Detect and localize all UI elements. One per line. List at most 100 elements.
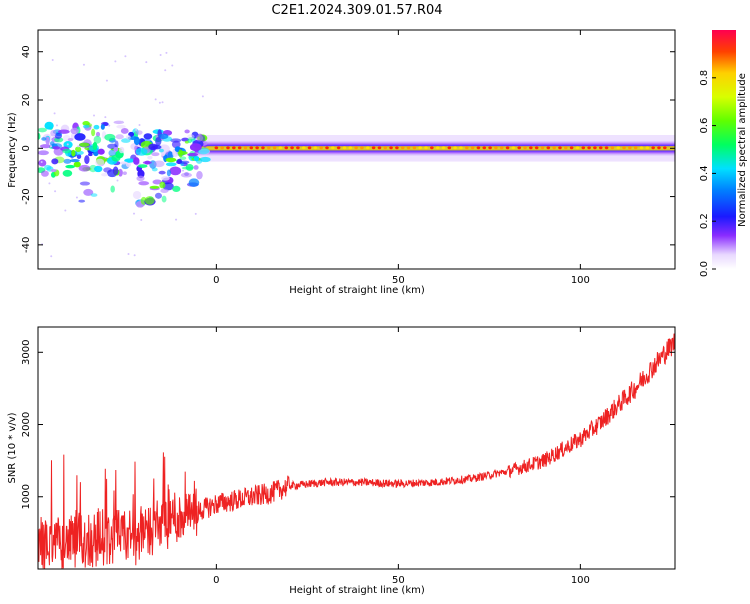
scatter-blob [69, 159, 80, 163]
scatter-blob [93, 124, 100, 130]
scatter-blob [155, 136, 162, 146]
band-peak [494, 146, 498, 150]
scatter-blob [83, 188, 94, 196]
band-peak [564, 146, 568, 150]
spectrogram-ylabel: Frequency (Hz) [7, 112, 18, 188]
scatter-blob [144, 160, 151, 165]
scatter-blob [101, 172, 109, 177]
noise-dot [164, 69, 167, 72]
band-peak [622, 146, 626, 150]
band-peak [296, 146, 300, 150]
scatter-blob [74, 133, 86, 141]
band-peak [255, 146, 259, 150]
spectrogram-xlabel: Height of straight line (km) [289, 285, 425, 296]
spectrogram-ytick-label: -20 [21, 188, 32, 204]
spectrogram-xtick-label: 50 [392, 275, 405, 286]
snr-xtick-label: 50 [392, 575, 405, 586]
scatter-blob [91, 128, 96, 137]
scatter-blob [73, 161, 81, 168]
band-peak [476, 146, 481, 150]
spectrogram-ytick-label: 0 [21, 145, 32, 151]
scatter-blob [165, 162, 177, 167]
scatter-blob [104, 133, 116, 141]
snr-xtick-label: 100 [571, 575, 590, 586]
band-peak [523, 146, 527, 150]
band-peak [354, 146, 358, 150]
scatter-blob [70, 133, 76, 140]
scatter-blob [93, 135, 102, 144]
spectrogram-panel: 0 50 100 40 20 0 -20 -40 Height of straight lin… [7, 29, 676, 296]
band-peak [453, 146, 457, 150]
noise-dot [116, 179, 119, 182]
colorbar-tick-label: 0.0 [699, 261, 710, 277]
scatter-blob [41, 137, 47, 141]
band-peak [593, 146, 597, 150]
band-peak [226, 146, 230, 150]
band-peak [651, 146, 655, 150]
scatter-blob [187, 152, 199, 157]
scatter-blob [79, 181, 91, 186]
scatter-blob [38, 159, 47, 167]
band-peak [511, 146, 516, 150]
snr-ylabel: SNR (10 * v/v) [7, 412, 18, 483]
noise-dot [121, 120, 124, 123]
scatter-blob [95, 158, 105, 167]
scatter-blob [133, 157, 140, 165]
scatter-blob [119, 146, 125, 154]
noise-dot [51, 58, 54, 61]
figure-title: C2E1.2024.309.01.57.R04 [271, 3, 442, 18]
noise-dot [114, 60, 117, 63]
noise-dot [93, 114, 96, 117]
scatter-blob [41, 170, 49, 177]
scatter-blob [73, 150, 84, 156]
scatter-blob [62, 148, 72, 154]
spectrogram-frame [37, 29, 676, 270]
noise-dot [140, 218, 143, 221]
scatter-blob [136, 175, 145, 182]
band-peak [412, 146, 417, 150]
scatter-blob [122, 171, 127, 175]
band-peak [424, 146, 428, 150]
scatter-blob [199, 156, 211, 163]
scatter-blob [169, 166, 182, 176]
scatter-blob [179, 156, 187, 160]
noise-dot [40, 161, 43, 164]
noise-dot [104, 116, 107, 119]
scatter-blob [82, 121, 90, 126]
spectrogram-heatmap [38, 51, 675, 258]
noise-dot [127, 253, 130, 256]
band-peak [529, 146, 533, 150]
scatter-blob [135, 130, 143, 135]
scatter-blob [113, 147, 119, 152]
scatter-blob [167, 151, 174, 159]
band-peak [447, 146, 452, 150]
band-peak [400, 146, 405, 150]
scatter-blob [172, 185, 181, 192]
scatter-blob [189, 143, 202, 152]
band-peak [406, 146, 411, 150]
snr-ytick-label: 3000 [21, 340, 32, 365]
noise-dot [77, 145, 80, 148]
band-peak [249, 146, 254, 150]
scatter-blob [158, 148, 164, 153]
band-peak [360, 146, 364, 150]
scatter-blob [158, 170, 166, 175]
scatter-blob [148, 143, 159, 151]
band-peak [499, 146, 504, 150]
colorbar-tick-label: 0.8 [699, 70, 710, 86]
noise-dot [64, 209, 67, 212]
band-peak [342, 146, 347, 150]
scatter-blob [103, 167, 112, 173]
band-peak [505, 146, 510, 150]
band-peak [581, 146, 586, 150]
band-center [194, 146, 675, 151]
scatter-blob [97, 148, 105, 155]
band-peak [610, 146, 615, 150]
scatter-blob [57, 129, 70, 134]
noise-dot [50, 255, 53, 258]
band-peak [232, 146, 236, 150]
noise-dot [135, 128, 138, 131]
scatter-blob [153, 160, 165, 168]
